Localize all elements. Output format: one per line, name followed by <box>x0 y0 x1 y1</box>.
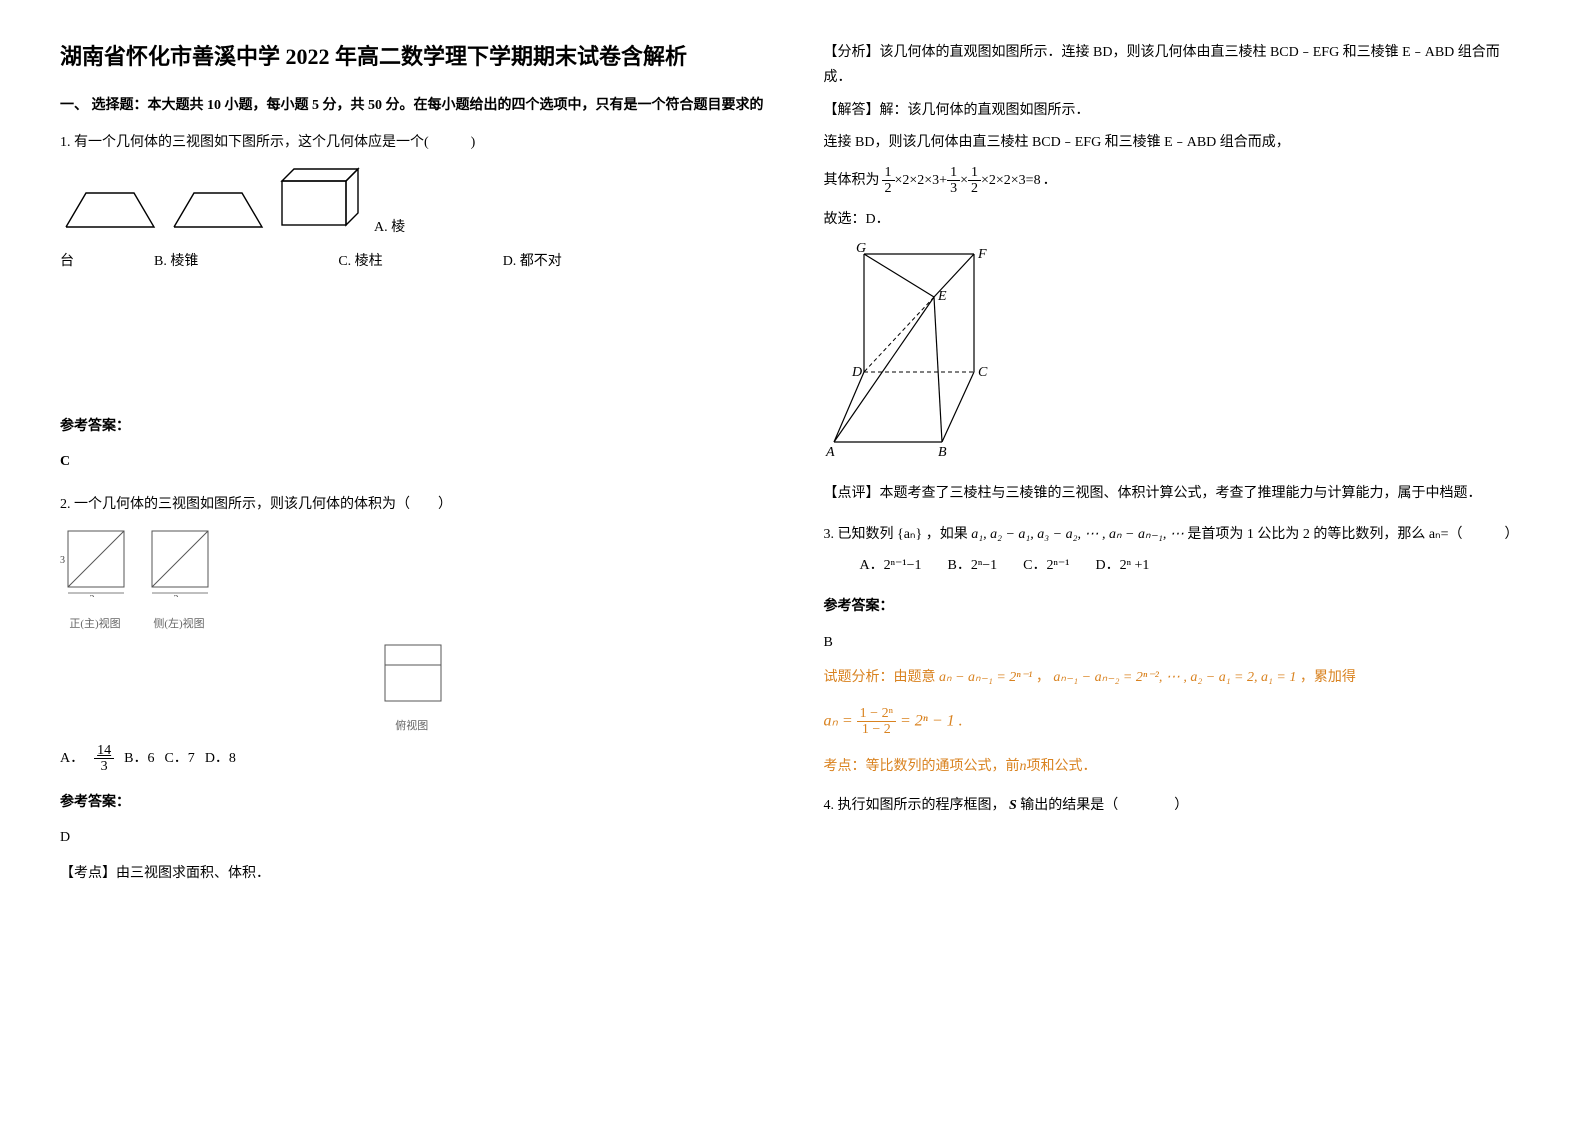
q2-kaodian: 【考点】由三视图求面积、体积． <box>60 861 764 886</box>
q1-optC: C. 棱柱 <box>338 249 382 274</box>
q1-trapezoid-1 <box>60 187 160 240</box>
svg-text:E: E <box>937 289 947 304</box>
svg-text:2: 2 <box>90 594 95 597</box>
q2-stem: 2. 一个几何体的三视图如图所示，则该几何体的体积为（ ） <box>60 492 764 517</box>
q2-top-label: 俯视图 <box>60 717 764 737</box>
question-4: 4. 执行如图所示的程序框图， S 输出的结果是（ ） <box>824 793 1528 818</box>
q2-optB: B．6 <box>124 746 154 771</box>
r-guxuan: 故选：D． <box>824 207 1528 232</box>
q2-top-view: 俯视图 <box>60 639 764 737</box>
r-vol-expr: 12×2×2×3+13×12×2×2×3=8 <box>882 165 1041 197</box>
svg-text:D: D <box>851 365 862 380</box>
q4-stem-a: 4. 执行如图所示的程序框图， <box>824 798 1006 813</box>
q3-stem-b: ，如果 <box>926 527 972 542</box>
q4-stem-b: 输出的结果是（ ） <box>1020 798 1188 813</box>
q3-result: aₙ = 1 − 2ⁿ 1 − 2 = 2ⁿ − 1 . <box>824 706 1528 738</box>
q1-options: 台 B. 棱锥 C. 棱柱 D. 都不对 <box>60 249 764 274</box>
q1-rect3d <box>276 163 366 240</box>
q2-front-view: 3 2 正(主)视图 <box>60 527 130 635</box>
q3-seq: {aₙ} <box>897 527 922 542</box>
q1-optD: D. 都不对 <box>503 249 562 274</box>
svg-text:A: A <box>825 445 835 460</box>
q1-optA-suffix: 台 <box>60 249 74 274</box>
r-volume: 其体积为 12×2×2×3+13×12×2×2×3=8 ． <box>824 165 1528 197</box>
q2-side-label: 侧(左)视图 <box>144 615 214 635</box>
q4-S: S <box>1009 798 1017 813</box>
q1-answer-label: 参考答案： <box>60 414 764 439</box>
r-vol-suffix: ． <box>1043 168 1057 193</box>
r-fenxi: 【分析】该几何体的直观图如图所示．连接 BD，则该几何体由直三棱柱 BCD﹣EF… <box>824 40 1528 90</box>
svg-text:C: C <box>978 365 988 380</box>
r-vol-prefix: 其体积为 <box>824 168 880 193</box>
question-3: 3. 已知数列 {aₙ} ，如果 a₁, a₂ − a₁, a₃ − a₂, ⋯… <box>824 522 1528 779</box>
question-1: 1. 有一个几何体的三视图如下图所示，这个几何体应是一个( ) <box>60 130 764 274</box>
q3-kaodian: 考点：等比数列的通项公式，前n项和公式． <box>824 754 1528 779</box>
q3-options: A．2ⁿ⁻¹−1 B．2ⁿ−1 C．2ⁿ⁻¹ D．2ⁿ +1 <box>860 553 1528 578</box>
q2-side-view: 2 侧(左)视图 <box>144 527 214 635</box>
q2-optD: D．8 <box>205 746 236 771</box>
q3-optB: B．2ⁿ−1 <box>948 553 998 578</box>
q2-front-label: 正(主)视图 <box>60 615 130 635</box>
q3-optC: C．2ⁿ⁻¹ <box>1023 553 1069 578</box>
svg-text:G: G <box>856 242 866 256</box>
q1-trapezoid-2 <box>168 187 268 240</box>
section-a-heading: 一、 选择题：本大题共 10 小题，每小题 5 分，共 50 分。在每小题给出的… <box>60 93 764 118</box>
q3-stem-c: 是首项为 1 公比为 2 的等比数列，那么 aₙ=（ ） <box>1187 527 1518 542</box>
q3-fenxi: 试题分析：由题意 aₙ − aₙ₋₁ = 2ⁿ⁻¹ ， aₙ₋₁ − aₙ₋₂ … <box>824 665 1528 690</box>
q3-stem-a: 3. 已知数列 <box>824 527 894 542</box>
q2-options: A． 14 3 B．6 C．7 D．8 <box>60 743 764 775</box>
q2-optC: C．7 <box>164 746 194 771</box>
q3-answer-label: 参考答案： <box>824 594 1528 619</box>
q2-answer: D <box>60 825 764 850</box>
q1-figure-row: A. 棱 <box>60 163 764 240</box>
q3-optA: A．2ⁿ⁻¹−1 <box>860 553 922 578</box>
q1-answer: C <box>60 449 764 474</box>
svg-text:B: B <box>938 445 947 460</box>
q3-terms: a₁, a₂ − a₁, a₃ − a₂, ⋯ , aₙ − aₙ₋₁, ⋯ <box>971 527 1184 542</box>
q2-answer-label: 参考答案： <box>60 790 764 815</box>
svg-text:3: 3 <box>60 555 65 566</box>
r-dianping: 【点评】本题考查了三棱柱与三棱锥的三视图、体积计算公式，考查了推理能力与计算能力… <box>824 481 1528 506</box>
q2-three-view: 3 2 正(主)视图 2 侧(左)视图 <box>60 527 764 635</box>
r-jieda2: 连接 BD，则该几何体由直三棱柱 BCD﹣EFG 和三棱锥 E﹣ABD 组合而成… <box>824 130 1528 155</box>
q2-optA-prefix: A． <box>60 746 84 771</box>
r-jieda1: 【解答】解：该几何体的直观图如图所示． <box>824 98 1528 123</box>
question-2: 2. 一个几何体的三视图如图所示，则该几何体的体积为（ ） 3 2 正(主)视图 <box>60 492 764 886</box>
q1-stem: 1. 有一个几何体的三视图如下图所示，这个几何体应是一个( ) <box>60 130 764 155</box>
svg-text:2: 2 <box>174 594 179 597</box>
q2-optA-frac: 14 3 <box>94 743 114 775</box>
r-geometry-figure: G F E D C A B <box>824 242 1528 471</box>
q3-answer: B <box>824 630 1528 655</box>
q1-optA-prefix: A. 棱 <box>374 215 405 240</box>
q3-optD: D．2ⁿ +1 <box>1096 553 1150 578</box>
q1-optB: B. 棱锥 <box>154 249 198 274</box>
svg-text:F: F <box>977 247 987 262</box>
page-title: 湖南省怀化市善溪中学 2022 年高二数学理下学期期末试卷含解析 <box>60 40 764 73</box>
